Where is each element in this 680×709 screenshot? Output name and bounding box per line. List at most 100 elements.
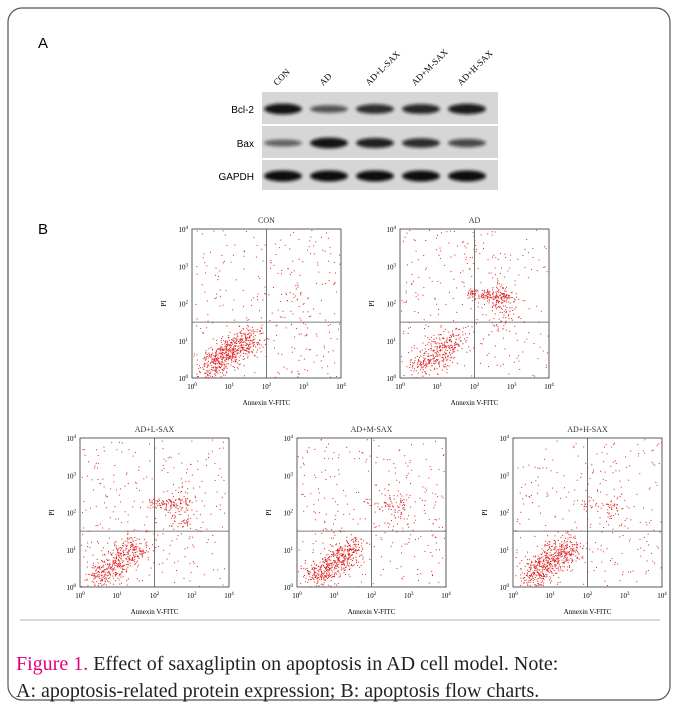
dot [501, 308, 502, 309]
dot [175, 499, 176, 500]
dot [467, 295, 468, 296]
dot [397, 524, 398, 525]
dot [425, 269, 426, 270]
dot [230, 342, 231, 343]
dot [429, 374, 430, 375]
dot [519, 523, 520, 524]
dot [445, 357, 446, 358]
dot [290, 235, 291, 236]
dot [503, 338, 504, 339]
dot [384, 502, 385, 503]
dot [460, 341, 461, 342]
dot [345, 554, 346, 555]
dot [109, 565, 110, 566]
dot [541, 575, 542, 576]
dot [576, 443, 577, 444]
dot [545, 560, 546, 561]
dot [610, 466, 611, 467]
dot [618, 514, 619, 515]
dot [87, 585, 88, 586]
dot [553, 543, 554, 544]
dot [616, 505, 617, 506]
dot [548, 336, 549, 337]
dot [234, 357, 235, 358]
dot [525, 249, 526, 250]
dot [527, 559, 528, 560]
x-axis-label: Annexin V-FITC [564, 608, 612, 616]
dot [321, 577, 322, 578]
dot [216, 506, 217, 507]
dot [197, 461, 198, 462]
dot [558, 558, 559, 559]
dot [205, 493, 206, 494]
dot [577, 551, 578, 552]
dot [448, 243, 449, 244]
dot [251, 351, 252, 352]
dot [330, 551, 331, 552]
dot [336, 555, 337, 556]
dot [199, 486, 200, 487]
dot [535, 568, 536, 569]
dot [255, 346, 256, 347]
dot [314, 575, 315, 576]
dot [350, 576, 351, 577]
dot [445, 329, 446, 330]
dot [277, 273, 278, 274]
dot [119, 442, 120, 443]
dot [197, 364, 198, 365]
dot [415, 357, 416, 358]
dot [533, 257, 534, 258]
dot [104, 572, 105, 573]
dot [174, 502, 175, 503]
dot [544, 551, 545, 552]
dot [328, 575, 329, 576]
dot [436, 361, 437, 362]
caption-text: A: apoptosis-related protein expression;… [16, 680, 539, 702]
dot [321, 300, 322, 301]
dot [514, 298, 515, 299]
dot [134, 529, 135, 530]
dot [299, 275, 300, 276]
dot [537, 270, 538, 271]
dot [549, 559, 550, 560]
dot [338, 583, 339, 584]
dot [499, 307, 500, 308]
dot [127, 521, 128, 522]
dot [243, 333, 244, 334]
dot [307, 568, 308, 569]
dot [343, 561, 344, 562]
dot [614, 564, 615, 565]
dot [418, 259, 419, 260]
dot [385, 502, 386, 503]
dot [246, 343, 247, 344]
dot [116, 563, 117, 564]
dot [259, 344, 260, 345]
dot [346, 447, 347, 448]
dot [227, 345, 228, 346]
dot [314, 449, 315, 450]
dot [394, 495, 395, 496]
dot [215, 298, 216, 299]
dot [423, 443, 424, 444]
dot [128, 554, 129, 555]
dot [115, 574, 116, 575]
dot [208, 375, 209, 376]
dot [586, 548, 587, 549]
dot [551, 564, 552, 565]
dot [566, 548, 567, 549]
dot [319, 569, 320, 570]
dot [510, 255, 511, 256]
dot [359, 567, 360, 568]
dot [120, 550, 121, 551]
dot [227, 341, 228, 342]
dot [388, 509, 389, 510]
dot [407, 233, 408, 234]
dot [496, 304, 497, 305]
dot [98, 543, 99, 544]
dot [594, 570, 595, 571]
dot [506, 299, 507, 300]
dot [425, 240, 426, 241]
dot [326, 232, 327, 233]
dot [446, 231, 447, 232]
dot [136, 551, 137, 552]
